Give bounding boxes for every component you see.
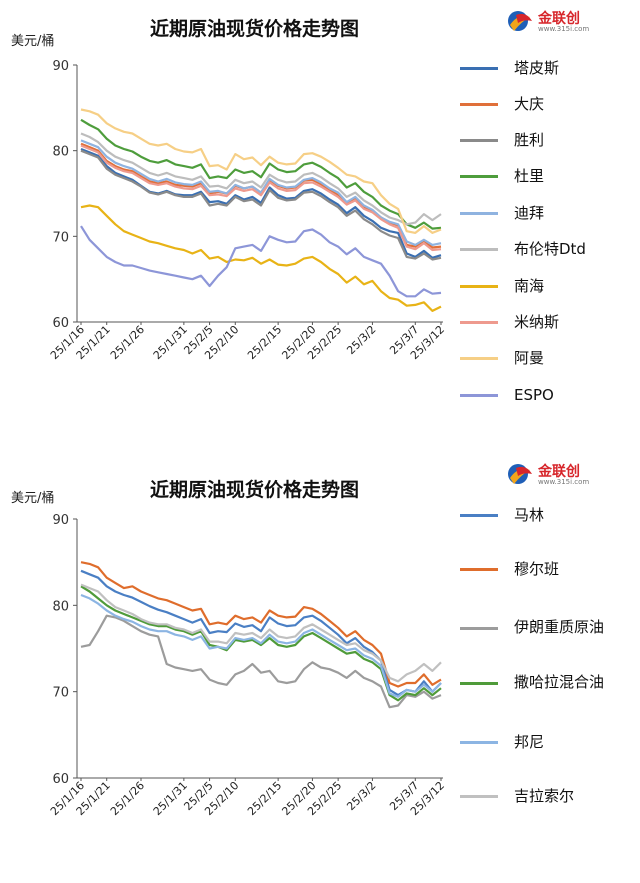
series-line-bonny: [80, 593, 442, 698]
legend-swatch: [460, 627, 498, 630]
legend-label: 南海: [514, 277, 545, 295]
legend-label: 米纳斯: [514, 313, 560, 331]
logo-subtext: www.315i.com: [538, 478, 590, 486]
y-tick-label: 60: [52, 316, 69, 331]
y-tick-label: 70: [52, 686, 69, 701]
logo-icon: [508, 11, 532, 31]
series-line-dubai: [80, 139, 442, 246]
legend-swatch: [460, 514, 498, 517]
series-line-iran-heavy: [80, 614, 442, 709]
legend-label: 穆尔班: [514, 560, 560, 578]
y-tick-label: 90: [52, 59, 69, 74]
chart-title: 近期原油现货价格走势图: [150, 18, 360, 40]
y-tick-label: 80: [52, 599, 69, 614]
legend-swatch: [460, 212, 498, 215]
x-tick-label: 25/1/26: [108, 779, 147, 818]
legend-swatch: [460, 103, 498, 106]
legend-label: 阿曼: [514, 349, 545, 367]
x-tick-label: 25/1/31: [151, 323, 190, 362]
y-tick-label: 70: [52, 230, 69, 245]
y-tick-label: 80: [52, 145, 69, 160]
legend-swatch: [460, 394, 498, 397]
series-line-duri: [80, 118, 442, 230]
logo-text: 金联创: [538, 11, 580, 27]
chart-title: 近期原油现货价格走势图: [150, 479, 360, 501]
legend-label: 吉拉索尔: [514, 787, 575, 805]
legend-swatch: [460, 285, 498, 288]
legend-swatch: [460, 67, 498, 70]
legend-swatch: [460, 321, 498, 324]
legend-swatch: [460, 741, 498, 744]
legend-swatch: [460, 682, 498, 685]
legend-label: 邦尼: [514, 733, 545, 751]
logo-subtext: www.315i.com: [538, 25, 590, 33]
legend-swatch: [460, 795, 498, 798]
series-line-murban: [80, 561, 442, 688]
series-line-nanhai: [80, 204, 442, 312]
series-line-espo: [80, 225, 442, 298]
x-tick-label: 25/2/15: [245, 779, 284, 818]
legend-label: 撒哈拉混合油: [514, 673, 605, 691]
x-tick-label: 25/1/31: [151, 779, 190, 818]
x-tick-label: 25/3/2: [344, 323, 378, 357]
legend-label: 杜里: [514, 167, 545, 185]
legend-swatch: [460, 139, 498, 142]
y-axis-unit: 美元/桶: [11, 491, 55, 506]
series-line-oman: [80, 108, 442, 234]
legend-swatch: [460, 357, 498, 360]
bottom-chart-panel: 60 70 80 90 25/1/16 25/1/21 25/1/26 25/1/31 25/2…: [0, 443, 640, 883]
x-tick-label: 25/1/26: [108, 323, 147, 362]
y-tick-label: 90: [52, 513, 69, 528]
legend-label: 马林: [514, 506, 545, 524]
legend-label: 胜利: [514, 131, 545, 149]
legend-label: 大庆: [514, 95, 545, 113]
series-line-minas: [80, 144, 442, 252]
logo-icon: [508, 464, 532, 484]
legend-label: ESPO: [514, 386, 554, 404]
x-tick-label: 25/2/15: [245, 323, 284, 362]
series-line-shengli: [80, 149, 442, 261]
x-tick-label: 25/3/2: [344, 779, 378, 813]
legend-swatch: [460, 568, 498, 571]
legend-label: 伊朗重质原油: [514, 618, 605, 636]
legend-swatch: [460, 248, 498, 251]
legend-label: 布伦特Dtd: [514, 240, 586, 258]
logo-text: 金联创: [538, 464, 580, 480]
y-axis-unit: 美元/桶: [11, 34, 55, 49]
legend-label: 迪拜: [514, 204, 545, 222]
series-line-girassol: [80, 583, 442, 683]
y-tick-label: 60: [52, 772, 69, 787]
legend-swatch: [460, 175, 498, 178]
series-line-brent: [80, 132, 442, 226]
legend-label: 塔皮斯: [514, 59, 560, 77]
top-chart-panel: 60 70 80 90 25/1/16 25/1/21 25/1/26 25/1/31 25/2…: [0, 0, 640, 440]
